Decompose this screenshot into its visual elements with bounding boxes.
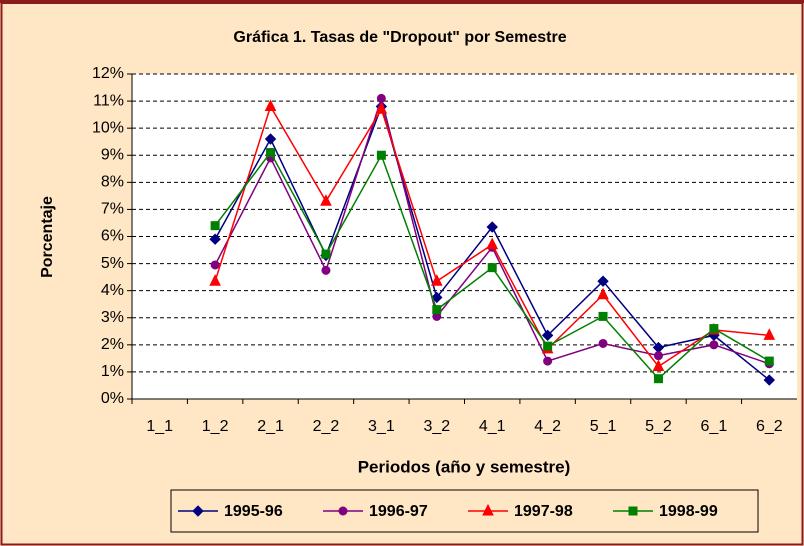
legend-label: 1996-97 [369, 503, 428, 520]
marker [709, 340, 719, 350]
marker [192, 505, 204, 517]
marker [432, 305, 442, 315]
y-tick-label: 9% [101, 146, 124, 163]
marker [653, 374, 663, 384]
x-tick-label: 3_2 [423, 418, 450, 435]
y-tick-label: 7% [101, 201, 124, 218]
marker [376, 93, 386, 103]
marker [486, 237, 499, 250]
legend-label: 1998-99 [659, 503, 718, 520]
marker [709, 324, 719, 334]
marker [598, 338, 608, 348]
marker [598, 311, 608, 321]
marker [209, 274, 221, 286]
y-tick-label: 4% [101, 282, 124, 299]
marker [321, 265, 331, 275]
x-tick-label: 4_1 [479, 418, 506, 435]
marker [264, 133, 277, 145]
y-tick-label: 2% [101, 336, 124, 353]
marker [487, 263, 497, 273]
marker [764, 356, 774, 366]
x-tick-label: 5_2 [645, 418, 672, 435]
x-tick-label: 2_1 [257, 418, 284, 435]
x-axis-title: Periodos (año y semestre) [358, 457, 571, 476]
top-band [0, 0, 804, 3]
x-tick-label: 6_2 [756, 418, 783, 435]
marker [597, 275, 609, 287]
marker [652, 359, 665, 371]
marker [209, 233, 221, 245]
y-tick-label: 10% [92, 119, 124, 136]
x-tick-label: 1_2 [202, 418, 229, 435]
y-tick-label: 12% [92, 65, 124, 82]
x-tick-label: 4_2 [534, 418, 561, 435]
y-tick-label: 8% [101, 174, 124, 191]
y-tick-label: 11% [93, 92, 124, 109]
marker [321, 249, 331, 259]
x-tick-label: 6_1 [701, 418, 728, 435]
marker [264, 99, 277, 111]
y-tick-label: 0% [101, 390, 124, 407]
marker [375, 102, 388, 114]
marker [653, 351, 663, 361]
marker [541, 329, 554, 342]
legend [170, 489, 759, 533]
marker [486, 221, 498, 233]
marker [210, 221, 220, 231]
x-tick-label: 3_1 [368, 418, 395, 435]
y-tick-label: 1% [101, 363, 124, 380]
marker [338, 506, 348, 516]
x-tick-label: 1_1 [146, 418, 173, 435]
legend-label: 1997-98 [514, 503, 573, 520]
y-tick-label: 5% [101, 255, 124, 272]
y-tick-label: 6% [101, 228, 124, 245]
marker [628, 506, 638, 516]
y-tick-label: 3% [101, 309, 124, 326]
marker [482, 503, 494, 516]
marker [266, 148, 276, 158]
marker [763, 374, 775, 386]
marker [431, 291, 443, 304]
x-tick-label: 5_1 [590, 418, 617, 435]
chart-title: Gráfica 1. Tasas de "Dropout" por Semest… [233, 29, 566, 46]
legend-label: 1995-96 [224, 503, 283, 520]
marker [210, 260, 220, 270]
x-tick-label: 2_2 [313, 418, 340, 435]
marker [376, 150, 386, 160]
marker [320, 194, 332, 206]
marker [763, 328, 776, 340]
marker [543, 356, 553, 366]
marker [597, 287, 609, 300]
marker [430, 274, 443, 286]
y-axis-title: Porcentaje [39, 196, 56, 278]
marker [543, 341, 553, 351]
